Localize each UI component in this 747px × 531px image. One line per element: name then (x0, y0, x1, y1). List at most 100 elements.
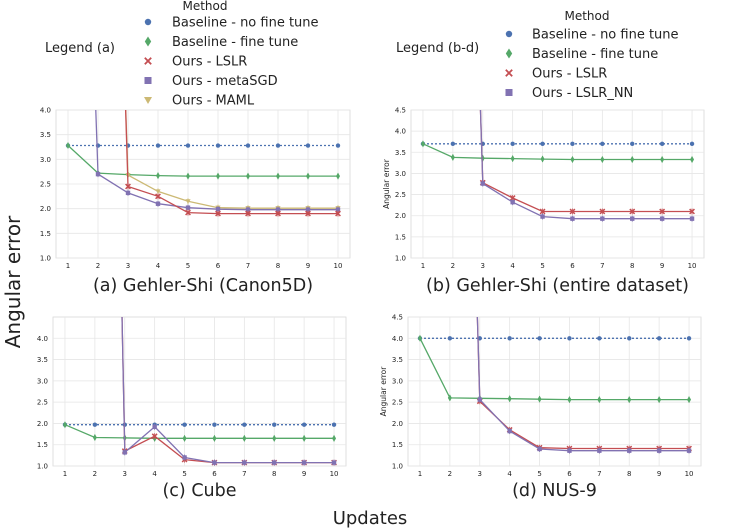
series-layer (420, 110, 695, 222)
x-tick-label: 9 (306, 262, 310, 270)
legend-entry-label: Ours - LSLR_NN (532, 86, 633, 101)
x-tick-label: 9 (660, 262, 664, 270)
data-point (62, 421, 67, 429)
y-tick-label: 4.0 (40, 107, 51, 115)
x-tick-label: 3 (123, 470, 127, 478)
y-tick-label: 4.0 (37, 335, 48, 343)
y-tick-label: 1.5 (392, 441, 403, 449)
data-point (510, 141, 515, 147)
x-tick-label: 1 (418, 470, 422, 478)
data-point (92, 422, 98, 427)
data-point (567, 336, 572, 341)
x-tick-label: 6 (567, 470, 572, 478)
y-tick-label: 2.0 (40, 205, 51, 213)
y-tick-label: 2.5 (392, 399, 403, 407)
chart-panel-2: 1.0 1.5 2.0 2.5 3.0 3.5 4.0 1 2 3 4 5 6 7 8 9 10 (c) Cube (37, 316, 347, 501)
y-tick-label: 1.0 (37, 463, 48, 471)
y-tick-label: 1.5 (395, 233, 406, 241)
data-point (627, 336, 632, 341)
data-point (507, 336, 512, 341)
y-tick-label: 1.0 (40, 255, 51, 263)
y-tick-label: 2.5 (395, 191, 406, 199)
data-point (656, 336, 662, 341)
legend-marker-x-icon (505, 69, 513, 77)
data-point (212, 422, 217, 427)
x-tick-label: 6 (212, 470, 217, 478)
data-point (540, 141, 545, 147)
data-point (450, 141, 456, 147)
x-tick-label: 2 (448, 470, 452, 478)
legend-marker-circle-icon (144, 18, 152, 26)
legend-1: Method Legend (b-d) Baseline - no fine tun… (396, 9, 679, 101)
data-point (420, 140, 425, 148)
legend-title: Method (564, 9, 609, 23)
plot-area (410, 109, 705, 259)
x-tick-label: 1 (421, 262, 425, 270)
legend-tag: Legend (b-d) (396, 41, 479, 56)
x-tick-label: 1 (63, 470, 67, 478)
chart-panel-0: 1.0 1.5 2.0 2.5 3.0 3.5 4.0 1 2 3 4 5 6 7 8 9 10 (a) Gehl… (40, 107, 351, 296)
legend-marker-square-icon (144, 77, 152, 84)
x-tick-label: 7 (597, 470, 601, 478)
x-tick-label: 10 (334, 262, 343, 270)
x-tick-label: 8 (272, 470, 276, 478)
x-tick-label: 3 (478, 470, 482, 478)
x-tick-label: 10 (688, 262, 697, 270)
figure-ylabel: Angular error (1, 215, 25, 348)
y-tick-label: 3.5 (37, 356, 48, 364)
x-tick-label: 7 (246, 262, 250, 270)
x-tick-label: 7 (242, 470, 246, 478)
y-tick-label: 3.5 (40, 131, 51, 139)
y-tick-label: 2.0 (392, 420, 403, 428)
legend-entry-label: Ours - LSLR (532, 67, 607, 82)
series-line (64, 424, 334, 439)
plot-area (407, 316, 702, 467)
data-point (182, 422, 187, 427)
x-tick-label: 5 (537, 470, 541, 478)
y-tick-label: 3.5 (392, 356, 403, 364)
legend-marker-triangle-icon (144, 97, 152, 104)
y-tick-label: 1.5 (40, 230, 51, 238)
chart-panel-1: 1.0 1.5 2.0 2.5 3.0 3.5 4.0 4.5 1 2 3 4 5 6 7 8 9 10 Angul… (382, 107, 705, 296)
chart-panels: 1.0 1.5 2.0 2.5 3.0 3.5 4.0 1 2 3 4 5 6 7 8 9 10 (a) Gehl… (37, 107, 705, 501)
panel-title: (c) Cube (162, 481, 236, 501)
legend-marker-x-icon (144, 57, 152, 65)
series-line (67, 145, 338, 177)
data-point (630, 141, 635, 147)
data-point (600, 141, 605, 147)
panel-ylabel: Angular error (382, 158, 391, 209)
panel-ylabel: Angular error (379, 366, 388, 417)
x-tick-label: 8 (630, 262, 634, 270)
legend-entry-label: Ours - metaSGD (172, 74, 278, 89)
x-tick-label: 1 (66, 262, 70, 270)
x-tick-label: 3 (481, 262, 485, 270)
y-tick-label: 2.5 (40, 181, 51, 189)
data-point (275, 143, 281, 148)
series-line (422, 143, 692, 161)
panel-title: (b) Gehler-Shi (entire dataset) (426, 276, 689, 296)
x-tick-label: 8 (627, 470, 631, 478)
data-point (331, 422, 337, 427)
x-tick-label: 4 (510, 262, 515, 270)
legend-entry-label: Baseline - no fine tune (532, 28, 679, 43)
data-point (689, 141, 695, 147)
data-point (686, 336, 692, 341)
panel-title: (d) NUS-9 (512, 481, 597, 501)
x-tick-label: 4 (152, 470, 157, 478)
data-point (155, 143, 161, 148)
y-tick-label: 3.0 (37, 377, 48, 385)
legend-marker-circle-icon (505, 30, 513, 38)
data-point (272, 422, 277, 427)
x-tick-label: 9 (657, 470, 661, 478)
data-point (570, 141, 575, 147)
series-layer (417, 317, 692, 454)
series-layer (62, 317, 337, 466)
y-tick-label: 2.0 (37, 420, 48, 428)
x-tick-label: 2 (451, 262, 455, 270)
legend-entry-label: Ours - LSLR (172, 55, 247, 70)
x-tick-label: 2 (93, 470, 97, 478)
legend-marker-diamond-icon (144, 36, 152, 47)
x-tick-label: 6 (570, 262, 575, 270)
data-point (215, 143, 221, 148)
